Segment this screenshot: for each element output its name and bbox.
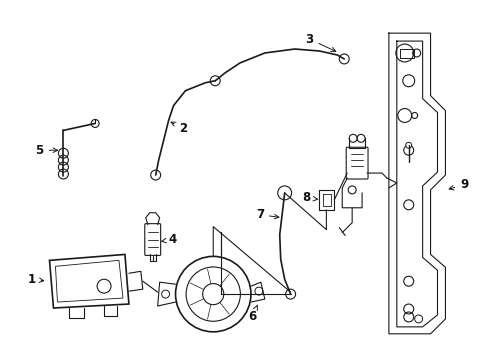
Text: 1: 1 xyxy=(27,273,43,286)
Text: 3: 3 xyxy=(305,33,335,51)
Text: 2: 2 xyxy=(171,122,187,135)
Text: 9: 9 xyxy=(448,179,468,192)
FancyBboxPatch shape xyxy=(346,147,367,179)
Text: 5: 5 xyxy=(36,144,58,157)
Text: 4: 4 xyxy=(162,233,176,246)
Circle shape xyxy=(405,142,411,148)
Text: 8: 8 xyxy=(302,192,317,204)
FancyBboxPatch shape xyxy=(144,224,161,255)
Text: 6: 6 xyxy=(247,305,257,323)
Text: 7: 7 xyxy=(255,208,278,221)
